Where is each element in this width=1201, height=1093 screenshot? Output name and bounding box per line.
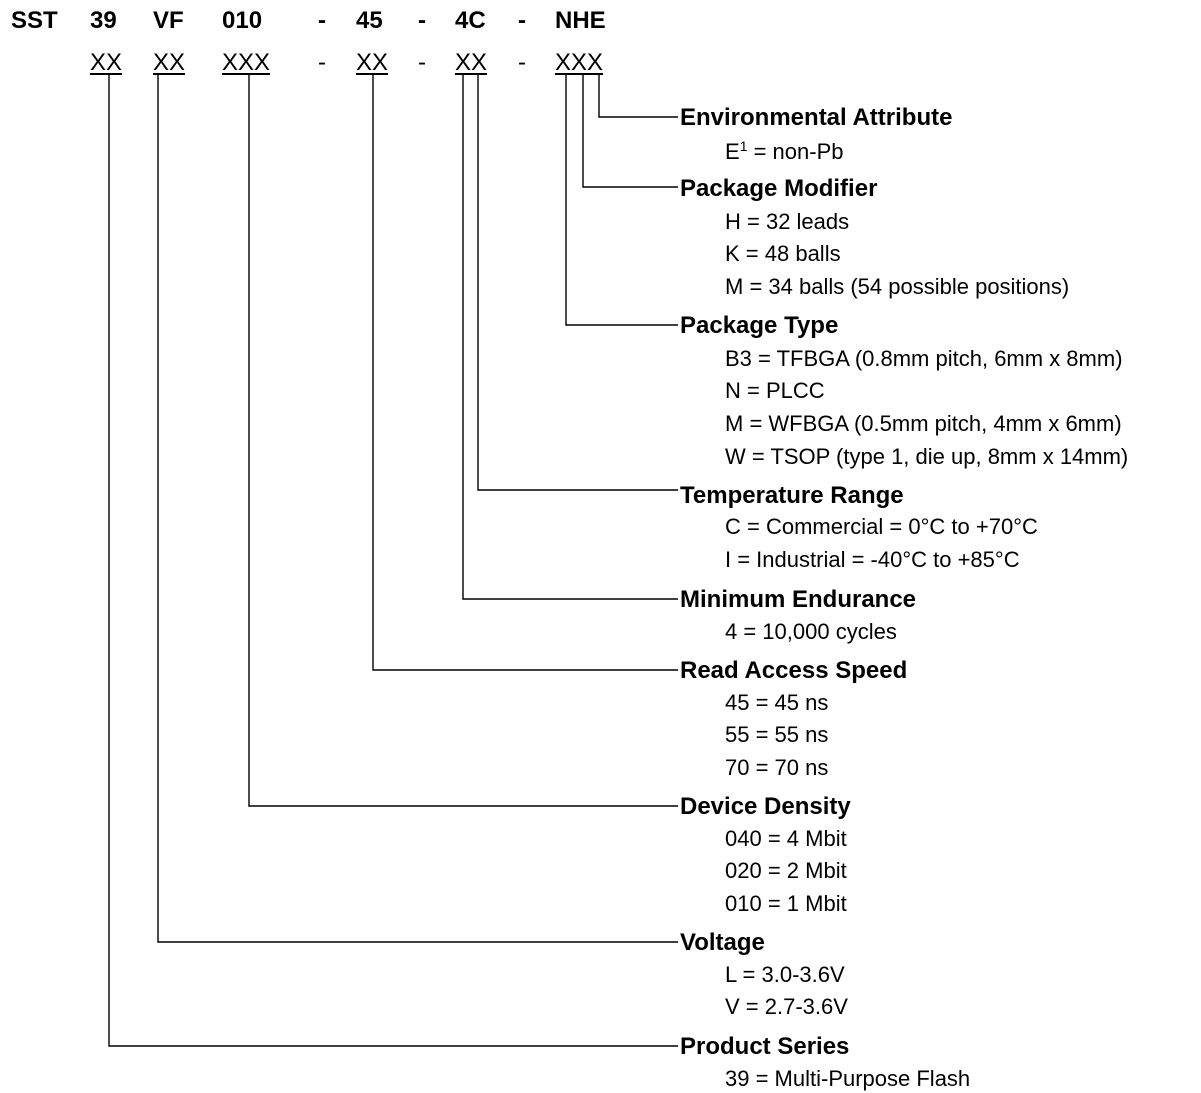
part-dash-2: - <box>418 7 426 34</box>
field-item: 020 = 2 Mbit <box>725 858 847 883</box>
field-heading: Temperature Range <box>680 482 904 509</box>
field-item: 45 = 45 ns <box>725 690 829 715</box>
placeholder-dash-3: - <box>518 49 526 76</box>
field-item: C = Commercial = 0°C to +70°C <box>725 514 1038 539</box>
part-speed: 45 <box>356 7 383 34</box>
field-heading: Read Access Speed <box>680 657 908 684</box>
part-dash-3: - <box>518 7 526 34</box>
field-heading: Package Type <box>680 312 839 339</box>
field-item: 55 = 55 ns <box>725 722 829 747</box>
connector-package-type <box>565 74 678 326</box>
connector-environmental-attribute <box>598 74 678 118</box>
field-item: W = TSOP (type 1, die up, 8mm x 14mm) <box>725 444 1129 469</box>
part-voltage: VF <box>153 7 184 34</box>
field-heading: Product Series <box>680 1033 850 1060</box>
field-item: 010 = 1 Mbit <box>725 891 847 916</box>
placeholder-package: XXX <box>555 49 604 76</box>
footnote-marker: 1 <box>739 138 748 154</box>
connector-minimum-endurance <box>462 74 678 600</box>
part-series: 39 <box>90 7 117 34</box>
field-heading: Minimum Endurance <box>680 586 917 613</box>
field-item: M = 34 balls (54 possible positions) <box>725 274 1070 299</box>
connector-voltage <box>157 74 678 943</box>
field-item: I = Industrial = -40°C to +85°C <box>725 547 1020 572</box>
placeholder-density: XXX <box>222 49 271 76</box>
field-item: K = 48 balls <box>725 241 841 266</box>
field-item: L = 3.0-3.6V <box>725 962 845 987</box>
connector-read-access-speed <box>372 74 678 671</box>
connector-temperature-range <box>477 74 678 491</box>
field-item: E1 = non-Pb <box>725 138 844 164</box>
placeholder-voltage: XX <box>153 49 186 76</box>
field-item: H = 32 leads <box>725 209 850 234</box>
field-item: 70 = 70 ns <box>725 755 829 780</box>
field-heading: Device Density <box>680 793 851 820</box>
field-item: 040 = 4 Mbit <box>725 826 847 851</box>
connector-device-density <box>248 74 678 807</box>
field-item: M = WFBGA (0.5mm pitch, 4mm x 6mm) <box>725 411 1122 436</box>
field-item: 39 = Multi-Purpose Flash <box>725 1066 971 1091</box>
field-heading: Environmental Attribute <box>680 104 953 131</box>
connector-package-modifier <box>582 74 678 188</box>
field-item: V = 2.7-3.6V <box>725 994 848 1019</box>
field-heading: Voltage <box>680 929 765 956</box>
placeholder-dash-1: - <box>318 49 326 76</box>
part-endurance-temp: 4C <box>455 7 486 34</box>
field-item-text: = non-Pb <box>747 139 844 164</box>
placeholder-speed: XX <box>356 49 389 76</box>
field-item: 4 = 10,000 cycles <box>725 619 897 644</box>
part-dash-1: - <box>318 7 326 34</box>
part-package: NHE <box>555 7 606 34</box>
field-heading: Package Modifier <box>680 175 878 202</box>
placeholder-series: XX <box>90 49 123 76</box>
field-item-prefix: E <box>725 139 740 164</box>
field-item: B3 = TFBGA (0.8mm pitch, 6mm x 8mm) <box>725 346 1123 371</box>
placeholder-endurance-temp: XX <box>455 49 488 76</box>
field-item: N = PLCC <box>725 378 825 403</box>
connector-product-series <box>108 74 678 1047</box>
part-density: 010 <box>222 7 263 34</box>
part-prefix: SST <box>11 7 58 34</box>
placeholder-dash-2: - <box>418 49 426 76</box>
